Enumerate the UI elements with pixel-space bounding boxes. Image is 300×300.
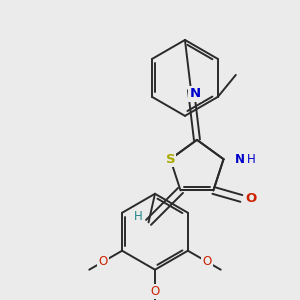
Text: N: N xyxy=(189,87,200,101)
Text: N: N xyxy=(235,153,244,166)
Text: O: O xyxy=(150,285,160,298)
Text: O: O xyxy=(246,192,257,205)
Text: S: S xyxy=(166,153,175,166)
Text: H: H xyxy=(247,153,256,166)
Text: O: O xyxy=(202,255,212,268)
Text: O: O xyxy=(98,255,108,268)
Text: H: H xyxy=(134,210,143,223)
